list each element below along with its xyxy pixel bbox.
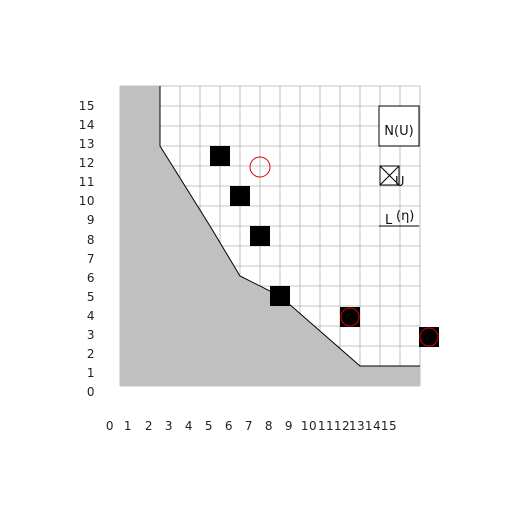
legend-box-label: N(U) <box>384 124 413 139</box>
filled-circle-marker <box>340 307 360 327</box>
x-tick-label: 7 <box>245 419 253 433</box>
square-marker <box>270 286 290 306</box>
y-tick-label: 4 <box>87 309 95 323</box>
x-tick-label: 14 <box>365 419 381 433</box>
x-tick-label: 8 <box>265 419 273 433</box>
x-tick-label: 11 <box>318 419 334 433</box>
x-tick-label: 15 <box>381 419 397 433</box>
x-tick-label: 10 <box>301 419 317 433</box>
x-tick-label: 13 <box>349 419 365 433</box>
x-tick-label: 5 <box>205 419 213 433</box>
shaded-region <box>120 86 420 386</box>
square-marker <box>210 146 230 166</box>
y-tick-label: 0 <box>87 385 95 399</box>
x-tick-label: 2 <box>145 419 153 433</box>
y-tick-label: 6 <box>87 271 95 285</box>
region-boundary-line <box>159 86 420 367</box>
y-tick-label: 8 <box>87 233 95 247</box>
x-tick-label: 6 <box>225 419 233 433</box>
square-marker <box>250 226 270 246</box>
x-tick-label: 0 <box>106 419 114 433</box>
legend-line-label-l: L <box>385 213 393 228</box>
x-tick-label: 4 <box>185 419 193 433</box>
x-tick-label: 1 <box>124 419 132 433</box>
y-tick-label: 12 <box>79 156 95 170</box>
legend-box <box>378 105 420 147</box>
y-tick-label: 1 <box>87 366 95 380</box>
legend: N(U) U L (η) <box>378 105 420 228</box>
markers <box>210 146 439 347</box>
y-tick-label: 15 <box>79 99 95 113</box>
y-tick-label: 10 <box>79 194 95 208</box>
x-tick-label: 3 <box>165 419 173 433</box>
legend-line-label-eta: (η) <box>396 209 414 224</box>
x-tick-label: 9 <box>285 419 293 433</box>
circle-marker <box>249 156 271 178</box>
y-tick-label: 5 <box>87 290 95 304</box>
y-tick-label: 9 <box>87 213 95 227</box>
y-tick-label: 14 <box>79 118 95 132</box>
y-tick-label: 7 <box>87 252 95 266</box>
y-tick-label: 11 <box>79 175 95 189</box>
filled-circle-marker <box>419 327 439 347</box>
legend-cross-icon <box>379 165 400 186</box>
y-tick-label: 3 <box>87 328 95 342</box>
y-tick-label: 13 <box>79 137 95 151</box>
y-tick-label: 2 <box>87 347 95 361</box>
legend-cross-label: U <box>395 175 405 190</box>
square-marker <box>230 186 250 206</box>
x-tick-label: 12 <box>334 419 350 433</box>
